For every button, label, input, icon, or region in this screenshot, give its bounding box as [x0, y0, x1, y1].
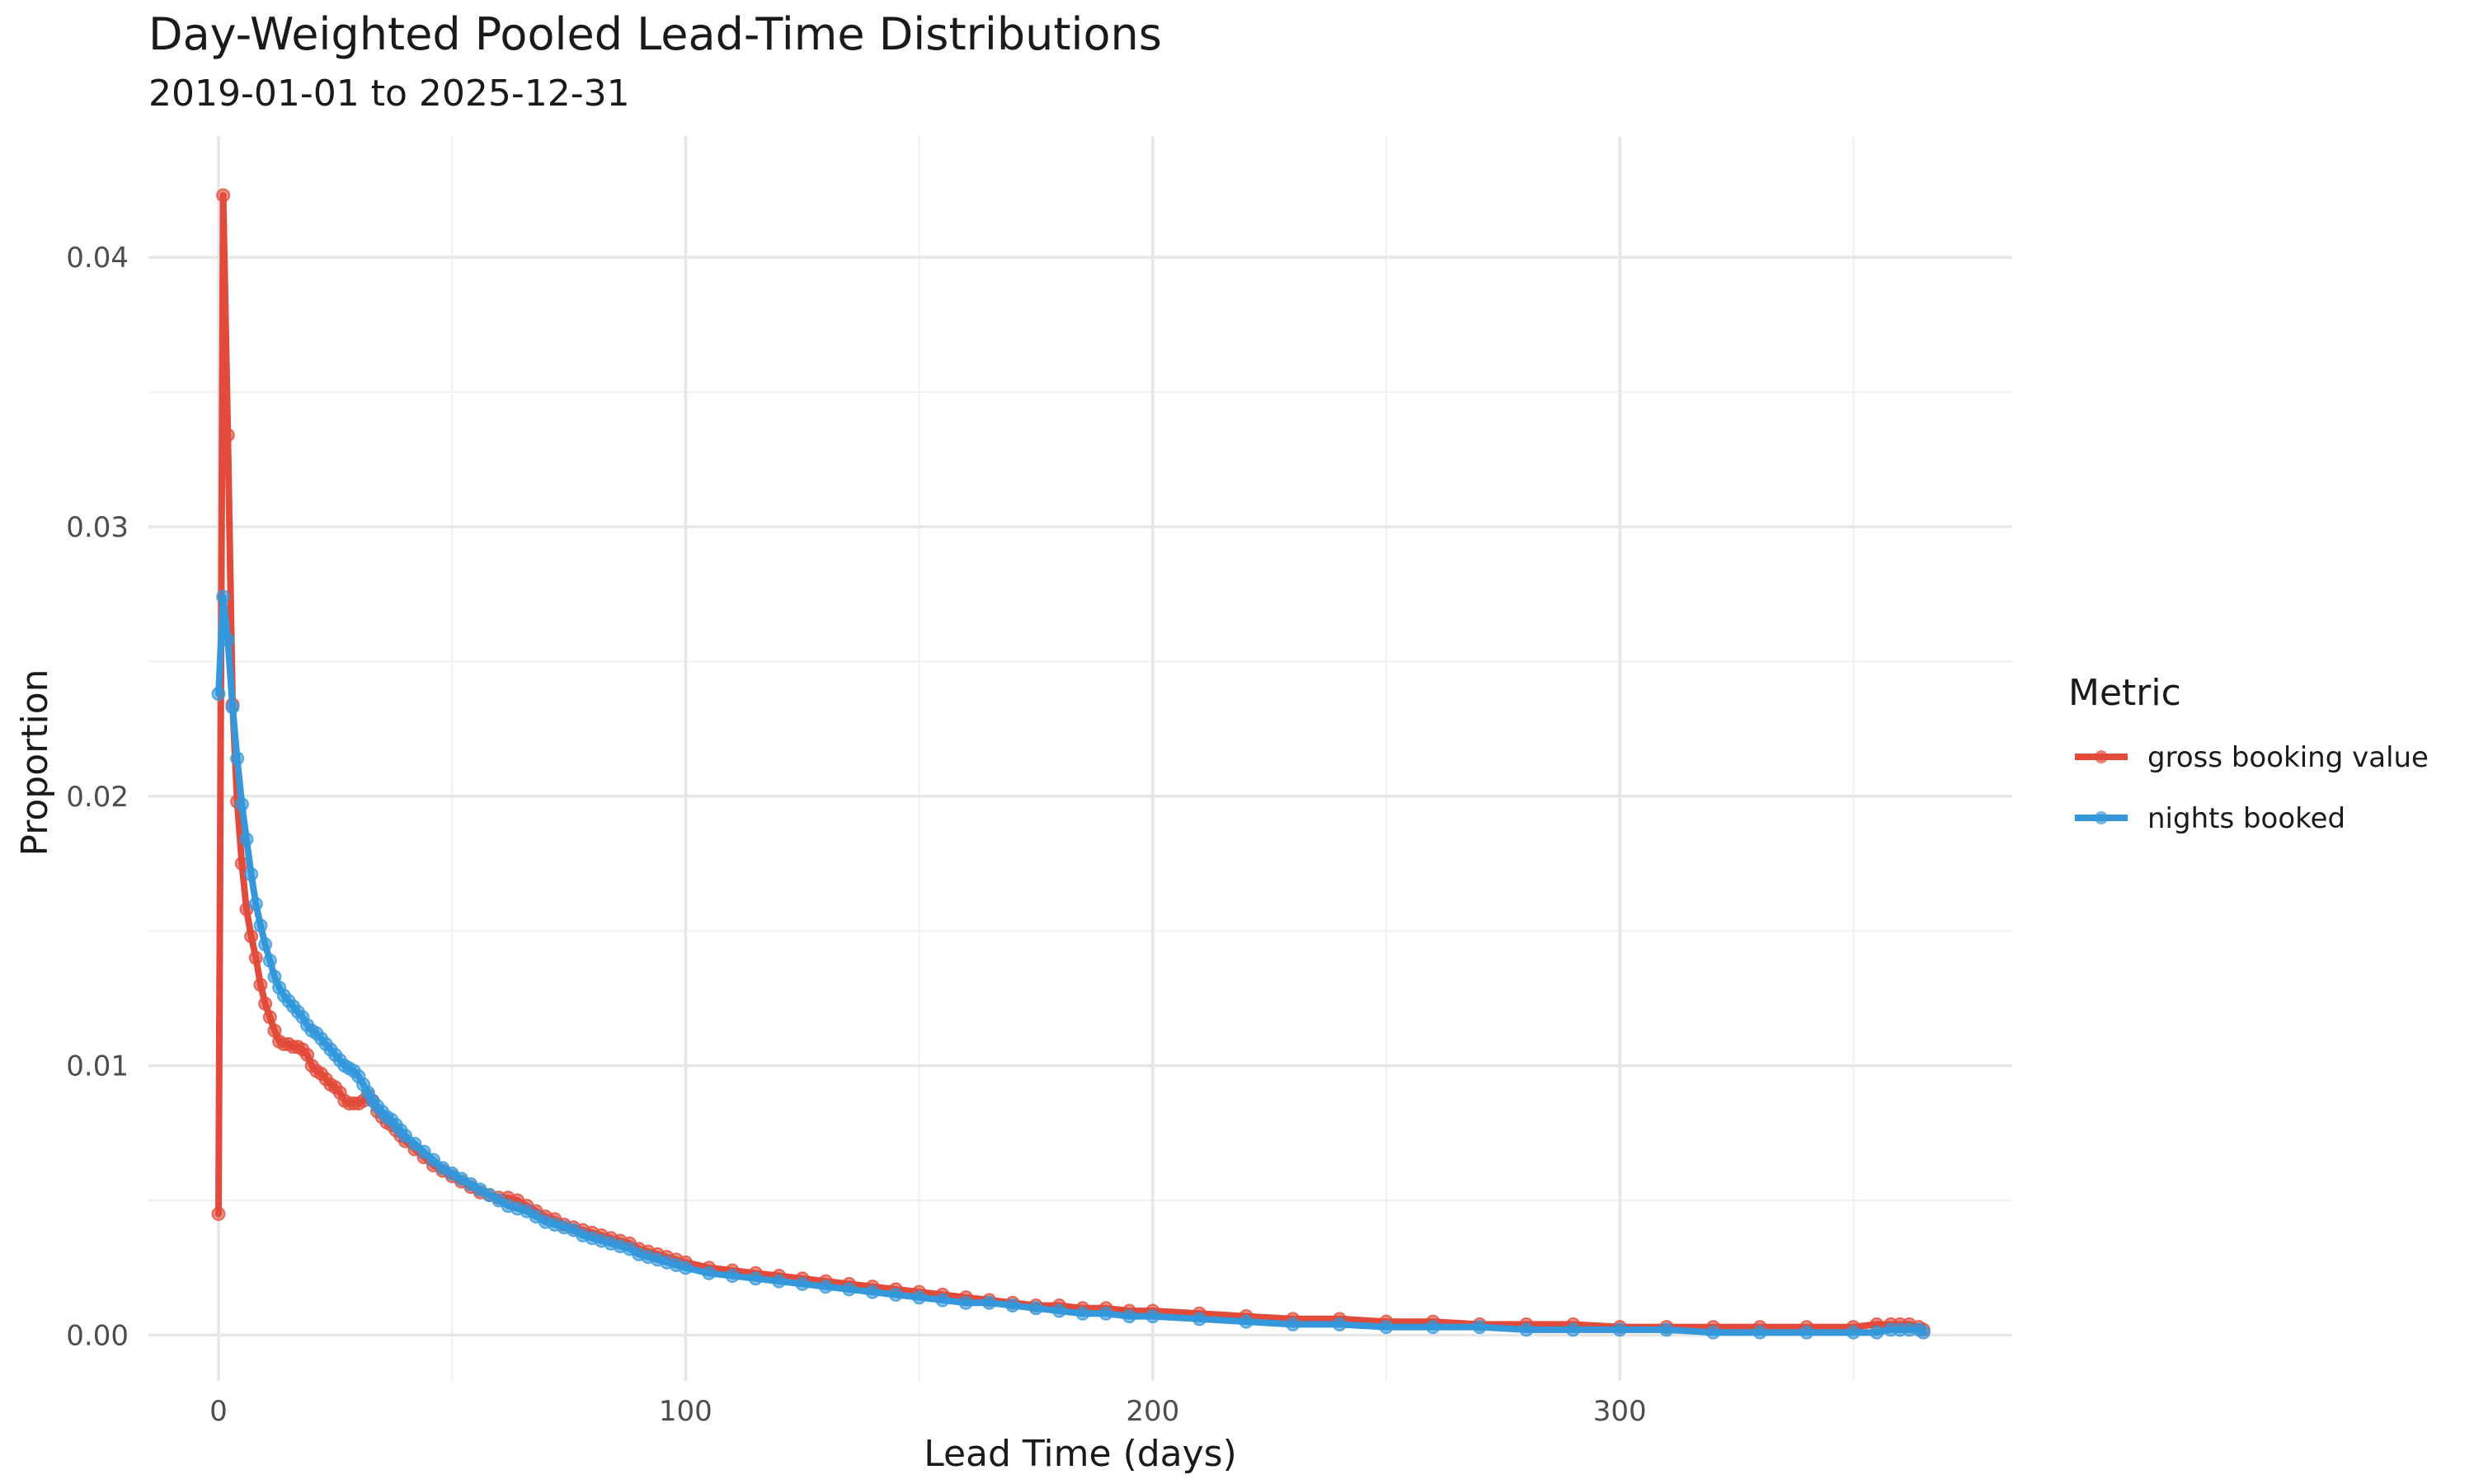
legend-label: gross booking value	[2147, 741, 2429, 774]
legend-title: Metric	[2068, 672, 2181, 714]
data-point	[888, 1287, 903, 1302]
data-point	[426, 1153, 441, 1167]
data-point	[702, 1266, 717, 1280]
data-point	[1005, 1298, 1020, 1313]
data-point	[1075, 1306, 1090, 1321]
data-point	[258, 937, 273, 952]
data-point	[1612, 1322, 1627, 1337]
x-tick-label: 100	[659, 1395, 713, 1428]
legend-point-key	[2095, 750, 2108, 763]
data-point	[1870, 1325, 1884, 1340]
data-point	[1426, 1320, 1441, 1335]
data-point	[248, 896, 263, 911]
data-point	[772, 1274, 787, 1289]
chart-title: Day-Weighted Pooled Lead-Time Distributi…	[148, 8, 1162, 60]
data-point	[216, 188, 231, 203]
data-point	[211, 687, 226, 702]
grid-lines	[148, 136, 2012, 1381]
data-point	[262, 1010, 277, 1025]
x-tick-label: 300	[1593, 1395, 1647, 1428]
data-point	[239, 832, 254, 847]
data-point	[935, 1293, 950, 1308]
axis-labels: 0 100 200 300 0.00 0.01 0.02 0.03 0.04	[66, 242, 1646, 1428]
data-point	[1122, 1309, 1136, 1324]
data-point	[1799, 1325, 1814, 1340]
data-point	[1752, 1325, 1767, 1340]
data-point	[1098, 1306, 1113, 1321]
series-nights-booked	[211, 589, 1931, 1340]
data-point	[1705, 1325, 1720, 1340]
legend-item: nights booked	[2075, 802, 2345, 835]
data-point	[982, 1295, 997, 1310]
data-point	[1519, 1322, 1534, 1337]
data-point	[1659, 1322, 1674, 1337]
data-point	[1145, 1309, 1160, 1324]
data-point	[253, 918, 268, 933]
data-point	[258, 996, 273, 1011]
data-point	[1052, 1303, 1067, 1318]
data-point	[211, 1206, 226, 1221]
data-point	[678, 1261, 693, 1275]
data-point	[1916, 1325, 1931, 1340]
series-line	[215, 191, 1927, 1333]
data-point	[230, 751, 245, 766]
legend-label: nights booked	[2147, 802, 2345, 835]
data-point	[1846, 1325, 1860, 1340]
x-axis-title: Lead Time (days)	[924, 1433, 1237, 1475]
data-point	[842, 1282, 857, 1297]
data-point	[1566, 1322, 1581, 1337]
data-point	[818, 1280, 833, 1294]
legend-item: gross booking value	[2075, 741, 2429, 774]
data-point	[912, 1290, 927, 1305]
data-point	[398, 1129, 413, 1144]
series-layer	[211, 188, 1931, 1340]
x-tick-label: 0	[209, 1395, 228, 1428]
data-point	[1332, 1317, 1347, 1331]
data-point	[1379, 1320, 1394, 1335]
data-point	[725, 1269, 740, 1284]
series-gross-booking-value	[211, 188, 1931, 1337]
data-point	[244, 867, 259, 882]
chart-subtitle: 2019-01-01 to 2025-12-31	[148, 73, 630, 115]
legend: Metric gross booking value nights booked	[2068, 672, 2429, 835]
data-point	[1239, 1314, 1253, 1329]
data-point	[1192, 1312, 1206, 1327]
y-tick-label: 0.04	[66, 242, 129, 275]
data-point	[262, 953, 277, 968]
data-point	[1286, 1317, 1300, 1331]
data-point	[416, 1144, 431, 1159]
data-point	[1472, 1320, 1487, 1335]
data-point	[248, 951, 263, 965]
y-tick-label: 0.02	[66, 781, 129, 814]
legend-items: gross booking value nights booked	[2075, 741, 2429, 835]
series-line	[215, 593, 1927, 1336]
data-point	[748, 1271, 763, 1286]
data-point	[220, 428, 235, 443]
data-point	[225, 700, 240, 715]
data-point	[958, 1295, 973, 1310]
data-point	[865, 1284, 880, 1299]
data-point	[234, 797, 249, 812]
data-point	[1028, 1301, 1043, 1316]
data-point	[407, 1136, 422, 1151]
y-tick-label: 0.01	[66, 1050, 129, 1083]
y-axis-title: Proportion	[14, 669, 56, 856]
data-point	[220, 632, 235, 647]
legend-point-key	[2095, 811, 2108, 824]
data-point	[244, 929, 259, 944]
x-tick-label: 200	[1126, 1395, 1179, 1428]
data-point	[216, 589, 231, 604]
data-point	[253, 978, 268, 993]
y-tick-label: 0.00	[66, 1319, 129, 1352]
data-point	[795, 1276, 810, 1291]
y-tick-label: 0.03	[66, 511, 129, 544]
